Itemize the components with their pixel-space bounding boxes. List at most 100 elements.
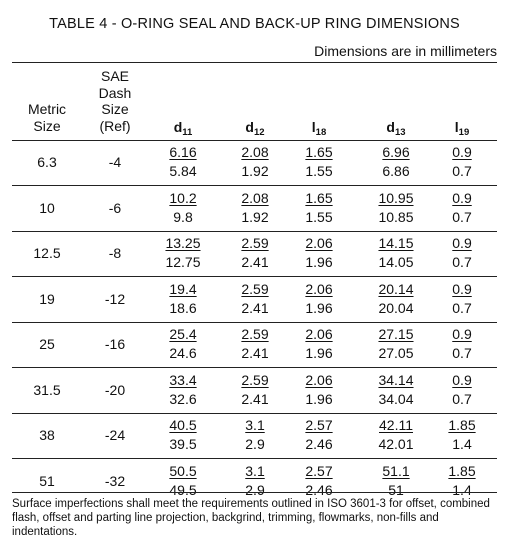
header-sae-line-3: Size [101, 101, 129, 117]
cell-d11-max: 40.5 [148, 417, 218, 433]
row-rule [12, 367, 497, 368]
header-d11: d11 [148, 119, 218, 138]
cell-d11-max-value: 50.5 [169, 462, 197, 479]
cell-metric-size: 31.5 [33, 381, 61, 398]
cell-d12-max: 2.59 [220, 326, 290, 342]
cell-d12-min: 2.41 [241, 254, 269, 270]
cell-d11-max-value: 25.4 [169, 326, 197, 342]
cell-d13-max-value: 34.14 [378, 371, 414, 388]
cell-l18-max: 2.06 [284, 326, 354, 342]
row-rule [12, 230, 497, 232]
cell-d13-max-value: 14.15 [378, 235, 414, 251]
cell-l18-min: 2.46 [305, 436, 333, 452]
cell-d12-max-value: 2.59 [241, 235, 269, 251]
cell-d11-max-value: 33.4 [169, 371, 197, 388]
cell-d12-min: 2.41 [241, 299, 269, 316]
cell-d13-max-value: 42.11 [379, 417, 413, 433]
cell-l19-min: 0.7 [452, 254, 472, 270]
cell-d13-max: 14.15 [356, 235, 436, 251]
cell-l19-max: 0.9 [432, 190, 492, 206]
cell-l18-max-value: 2.06 [305, 235, 333, 251]
cell-d11-max-value: 40.5 [169, 417, 197, 433]
cell-l18-max-value: 1.65 [305, 189, 333, 206]
cell-l18-min: 1.55 [305, 163, 333, 179]
cell-d12-min: 2.9 [245, 436, 265, 452]
header-d12-sub: 12 [253, 127, 265, 138]
row-rule [12, 276, 497, 277]
cell-l18-max: 1.65 [284, 190, 354, 206]
cell-d13-max: 51.1 [356, 463, 436, 479]
cell-l19-max-value: 0.9 [452, 235, 472, 251]
cell-d11-max: 50.5 [148, 463, 218, 479]
cell-sae-dash-size: -16 [104, 336, 126, 352]
header-sae-line-2: Dash [98, 84, 132, 101]
cell-d11-max-value: 10.2 [169, 189, 197, 206]
cell-d11-max: 13.25 [148, 235, 218, 251]
cell-sae-dash-size: -6 [108, 199, 122, 216]
cell-l19-min: 1.4 [452, 481, 472, 498]
cell-d11-max-value: 19.4 [169, 280, 197, 297]
cell-l19-max: 0.9 [432, 235, 492, 251]
cell-l19-max: 1.85 [432, 417, 492, 433]
cell-l18-max: 2.06 [284, 235, 354, 251]
cell-l19-max-value: 0.9 [452, 371, 472, 388]
cell-d13-max-value: 27.15 [378, 326, 414, 342]
cell-l19-max: 1.85 [432, 463, 492, 479]
cell-sae-dash-size: -4 [108, 154, 122, 170]
cell-d11-max: 33.4 [148, 372, 218, 388]
cell-d13-max: 42.11 [356, 417, 436, 433]
cell-l18-max-value: 1.65 [305, 144, 333, 160]
cell-l18-min: 1.96 [305, 299, 333, 316]
cell-d11-max-value: 13.25 [165, 235, 201, 251]
cell-d12-max-value: 3.1 [245, 417, 265, 433]
header-l19-base: l [454, 119, 459, 135]
cell-d12-max-value: 2.59 [241, 371, 269, 388]
cell-d12-max: 3.1 [220, 417, 290, 433]
cell-l19-min: 0.7 [452, 390, 472, 407]
header-metric-size: Metric Size [12, 101, 82, 134]
top-rule [12, 62, 497, 63]
cell-l18-max: 2.57 [284, 463, 354, 479]
table-row: 38 -24 40.5 39.5 3.1 2.9 2.57 2.46 42.11 42.01 1.8… [0, 414, 509, 459]
table-row: 51 -32 50.5 49.5 3.1 2.9 2.57 2.46 51.1 51 1.85 1.4 [0, 460, 509, 505]
cell-d12-max: 2.08 [220, 144, 290, 160]
header-metric-line-2: Size [33, 117, 61, 134]
cell-d12-min: 2.41 [241, 390, 269, 407]
cell-l18-max-value: 2.57 [305, 462, 333, 479]
row-rule [12, 185, 497, 186]
cell-d13-min: 42.01 [378, 436, 414, 452]
cell-d11-min: 39.5 [169, 436, 197, 452]
cell-l18-min: 1.96 [305, 345, 333, 361]
cell-metric-size: 38 [39, 427, 55, 443]
cell-metric-size: 10 [39, 199, 55, 216]
cell-d13-max-value: 6.96 [382, 144, 410, 160]
cell-l19-min: 0.7 [452, 163, 472, 179]
cell-d11-min: 9.8 [173, 208, 193, 225]
cell-l19-max-value: 0.9 [452, 280, 472, 297]
row-rule [12, 412, 497, 414]
header-l19: l19 [432, 119, 492, 138]
cell-d11-min: 12.75 [165, 254, 201, 270]
cell-l18-min: 1.96 [305, 254, 333, 270]
cell-l19-max-value: 1.85 [448, 417, 476, 433]
cell-d11-max: 25.4 [148, 326, 218, 342]
cell-d13-max: 34.14 [356, 372, 436, 388]
cell-d13-max-value: 51.1 [382, 462, 410, 479]
cell-d13-max: 27.15 [356, 326, 436, 342]
row-rule [12, 321, 497, 323]
cell-sae-dash-size: -32 [104, 472, 126, 489]
cell-d12-max: 2.59 [220, 235, 290, 251]
cell-metric-size: 25 [39, 336, 55, 352]
header-d13: d13 [356, 119, 436, 138]
cell-l18-max-value: 2.06 [305, 371, 333, 388]
header-d11-sub: 11 [182, 127, 193, 138]
cell-l18-max: 2.06 [284, 372, 354, 388]
cell-sae-dash-size: -8 [108, 245, 122, 261]
cell-d13-max: 20.14 [356, 281, 436, 297]
header-l18-sub: 18 [315, 127, 327, 138]
table-row: 19 -12 19.4 18.6 2.59 2.41 2.06 1.96 20.14 20.04 0… [0, 278, 509, 323]
cell-d11-max-value: 6.16 [169, 144, 197, 160]
cell-d12-max-value: 3.1 [245, 462, 265, 479]
cell-d12-min: 1.92 [241, 208, 269, 225]
cell-d11-max: 6.16 [148, 144, 218, 160]
